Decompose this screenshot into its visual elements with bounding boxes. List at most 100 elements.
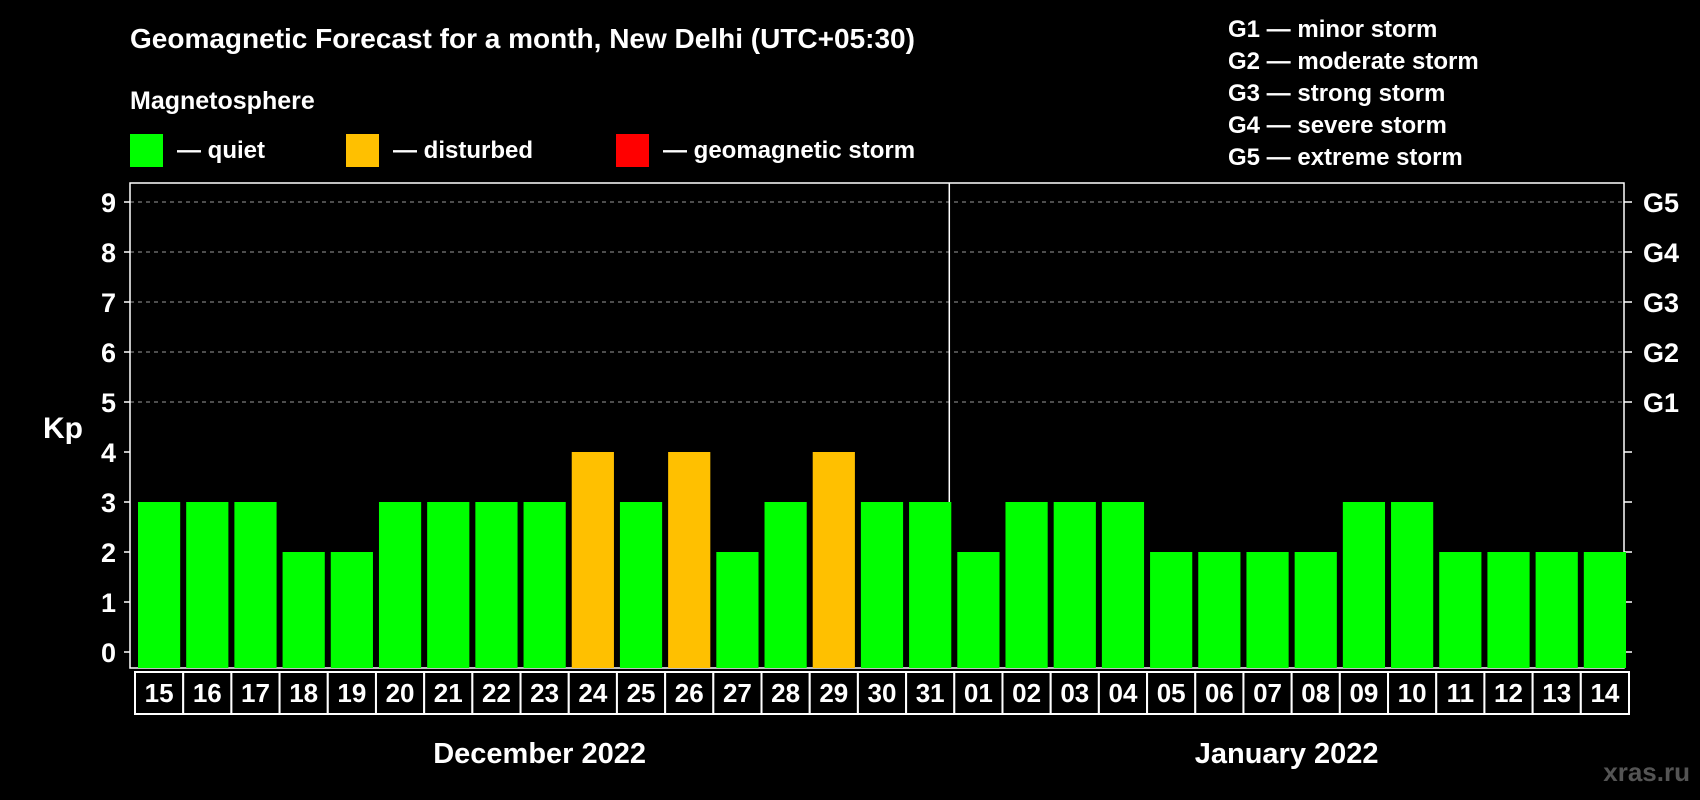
x-tick-label-14: 14 (1590, 678, 1619, 708)
x-tick-box (760, 671, 811, 715)
x-tick-label-11: 11 (1447, 678, 1475, 708)
right-label-g5: G5 (1643, 188, 1679, 218)
bar-28 (764, 502, 807, 668)
bar-25 (619, 502, 663, 668)
x-tick-label-28: 28 (771, 678, 800, 708)
x-tick-label-13: 13 (1542, 678, 1571, 708)
x-tick-box (134, 671, 185, 715)
legend-label-disturbed: — disturbed (393, 137, 533, 164)
x-tick-label-09: 09 (1349, 678, 1378, 708)
legend-label-quiet: — quiet (177, 137, 265, 164)
x-tick-label-19: 19 (337, 678, 366, 708)
bar-23 (523, 502, 566, 668)
x-tick-label-23: 23 (530, 678, 559, 708)
x-tick-box (471, 671, 522, 715)
y-tick-label-1: 1 (101, 588, 116, 618)
bar-06 (1198, 552, 1241, 668)
x-tick-label-30: 30 (868, 678, 897, 708)
bar-14 (1583, 552, 1626, 668)
x-tick-box (1242, 671, 1293, 715)
x-tick-box (905, 671, 956, 715)
x-tick-box (1194, 671, 1245, 715)
bar-19 (330, 552, 373, 668)
x-tick-box (326, 671, 377, 715)
legend-swatch-storm (616, 134, 649, 167)
x-tick-box (1049, 671, 1100, 715)
x-tick-label-08: 08 (1301, 678, 1330, 708)
y-tick-label-4: 4 (101, 438, 116, 468)
bar-13 (1535, 552, 1578, 668)
month-label-1: December 2022 (433, 738, 646, 770)
x-tick-label-06: 06 (1205, 678, 1234, 708)
bar-12 (1487, 552, 1530, 668)
bar-10 (1391, 502, 1434, 668)
bar-20 (378, 502, 422, 668)
y-tick-label-6: 6 (101, 338, 116, 368)
x-tick-box (1146, 671, 1197, 715)
bar-05 (1150, 552, 1193, 668)
month-label-2: January 2022 (1195, 738, 1379, 770)
bar-21 (427, 502, 470, 668)
bar-22 (475, 502, 518, 668)
legend: — quiet — disturbed — geomagnetic storm (130, 134, 915, 167)
right-label-g2: G2 (1643, 338, 1679, 368)
bar-03 (1053, 502, 1096, 668)
bar-04 (1101, 502, 1145, 668)
x-tick-label-24: 24 (578, 678, 607, 708)
y-tick-label-8: 8 (101, 238, 116, 268)
x-tick-label-07: 07 (1253, 678, 1282, 708)
x-tick-box (1579, 671, 1630, 715)
x-tick-box (856, 671, 908, 715)
bar-29 (812, 452, 855, 668)
right-label-g1: G1 (1643, 388, 1679, 418)
x-tick-label-27: 27 (723, 678, 752, 708)
x-tick-label-17: 17 (241, 678, 270, 708)
x-tick-label-29: 29 (819, 678, 848, 708)
legend-title: Magnetosphere (130, 87, 315, 115)
x-tick-box (1001, 671, 1052, 715)
bar-11 (1439, 552, 1482, 668)
bar-08 (1294, 552, 1337, 668)
x-tick-box (423, 671, 474, 715)
x-tick-label-20: 20 (386, 678, 415, 708)
x-tick-label-26: 26 (675, 678, 704, 708)
bar-31 (909, 502, 952, 668)
storm-scale-g4: G4 — severe storm (1228, 112, 1447, 139)
storm-scale-g2: G2 — moderate storm (1228, 48, 1479, 75)
bar-15 (138, 502, 181, 668)
x-tick-box (1531, 671, 1582, 715)
x-tick-label-16: 16 (193, 678, 222, 708)
x-tick-label-22: 22 (482, 678, 511, 708)
right-label-g3: G3 (1643, 288, 1679, 318)
bar-18 (282, 552, 325, 668)
storm-scale-g5: G5 — extreme storm (1228, 144, 1463, 171)
bar-24 (571, 452, 614, 668)
y-tick-label-5: 5 (101, 388, 116, 418)
x-tick-box (712, 671, 763, 715)
grid-lines (130, 201, 1624, 403)
x-tick-label-21: 21 (434, 678, 463, 708)
bar-17 (234, 502, 277, 668)
x-tick-label-25: 25 (627, 678, 656, 708)
y-axis-label: Kp (43, 412, 83, 445)
x-tick-box (374, 671, 426, 715)
x-tick-label-01: 01 (964, 678, 993, 708)
x-tick-label-31: 31 (916, 678, 945, 708)
watermark: xras.ru (1603, 757, 1690, 787)
legend-swatch-disturbed (346, 134, 379, 167)
storm-scale: G1 — minor storm G2 — moderate storm G3 … (1228, 16, 1479, 171)
bar-02 (1005, 502, 1048, 668)
legend-swatch-quiet (130, 134, 163, 167)
legend-label-storm: — geomagnetic storm (663, 137, 915, 164)
y-tick-label-2: 2 (101, 538, 116, 568)
y-tick-label-3: 3 (101, 488, 116, 518)
x-tick-label-03: 03 (1060, 678, 1089, 708)
bar-27 (716, 552, 759, 668)
bar-01 (957, 552, 1000, 668)
right-label-g4: G4 (1643, 238, 1679, 268)
bar-16 (186, 502, 229, 668)
bar-09 (1342, 502, 1386, 668)
bar-26 (668, 452, 711, 668)
